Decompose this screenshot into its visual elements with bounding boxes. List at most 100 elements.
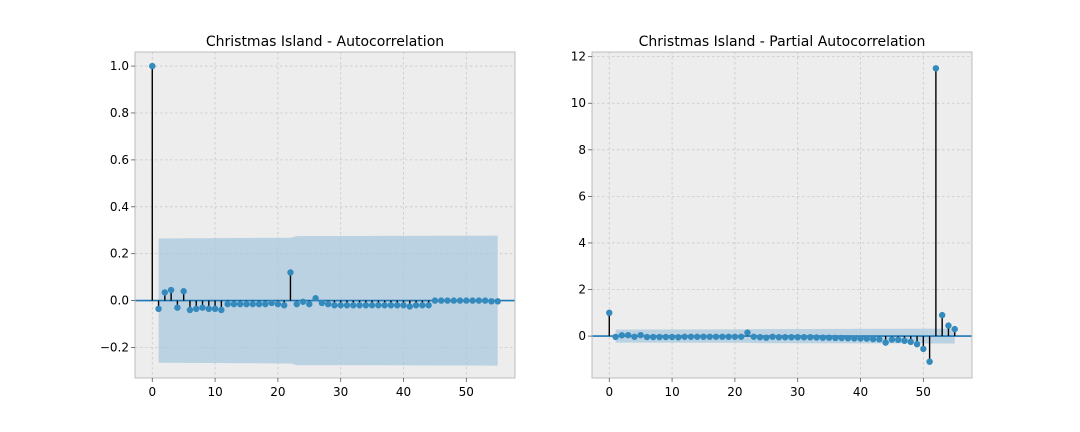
pacf-point xyxy=(945,322,952,329)
acf-point xyxy=(287,269,294,276)
acf-point xyxy=(494,298,501,305)
acf-point xyxy=(463,297,470,304)
pacf-point xyxy=(763,334,770,341)
pacf-point xyxy=(694,333,701,340)
pacf-plot-background xyxy=(592,52,972,378)
acf-point xyxy=(444,297,451,304)
pacf-point xyxy=(612,333,619,341)
acf-plot-frame xyxy=(134,51,516,379)
acf-x-tick-label: 10 xyxy=(207,385,222,399)
acf-point xyxy=(306,300,313,308)
pacf-point xyxy=(744,329,751,336)
acf-point xyxy=(193,305,200,313)
acf-y-tick-label: 0.2 xyxy=(110,247,129,261)
pacf-y-tick-label: 10 xyxy=(571,96,586,110)
pacf-point xyxy=(932,65,940,72)
pacf-point xyxy=(894,336,902,344)
pacf-point xyxy=(769,333,776,340)
acf-point xyxy=(412,302,420,309)
pacf-point xyxy=(869,335,877,343)
pacf-point xyxy=(618,332,626,339)
acf-y-tick-label: 0.4 xyxy=(110,200,129,214)
pacf-point xyxy=(851,335,858,342)
pacf-point xyxy=(794,334,801,341)
pacf-point xyxy=(863,335,870,342)
pacf-point xyxy=(838,334,845,342)
pacf-x-tick-label: 0 xyxy=(605,385,613,399)
pacf-point xyxy=(819,334,827,341)
acf-point xyxy=(362,302,370,309)
pacf-x-tick-label: 50 xyxy=(916,385,931,399)
acf-point xyxy=(387,302,395,309)
acf-point xyxy=(180,288,187,295)
acf-point xyxy=(406,303,413,310)
acf-point xyxy=(488,298,495,305)
acf-x-tick-label: 40 xyxy=(396,385,411,399)
pacf-point xyxy=(781,334,789,341)
acf-point xyxy=(280,302,288,309)
pacf-plot-area: 0 10 20 30 40 50 0 2 4 6 8 10 12 xyxy=(571,50,973,399)
pacf-point xyxy=(913,341,921,348)
pacf-y-tick-label: 8 xyxy=(578,143,586,157)
pacf-point xyxy=(731,333,739,340)
acf-point xyxy=(155,305,162,313)
pacf-point xyxy=(650,333,657,341)
pacf-x-tick-label: 20 xyxy=(727,385,742,399)
acf-point xyxy=(205,305,213,313)
acf-point xyxy=(199,304,206,311)
pacf-point xyxy=(807,334,814,341)
acf-point xyxy=(375,302,382,309)
acf-point xyxy=(243,300,250,308)
pacf-point xyxy=(700,333,707,340)
pacf-point xyxy=(750,333,757,340)
acf-point xyxy=(481,297,489,304)
pacf-y-tick-label: 2 xyxy=(578,283,586,297)
pacf-point xyxy=(675,334,682,341)
acf-point xyxy=(218,306,225,314)
pacf-point xyxy=(844,334,852,342)
acf-point xyxy=(237,300,244,308)
acf-y-tick-label: −0.2 xyxy=(100,341,129,355)
pacf-point xyxy=(857,335,864,342)
acf-point xyxy=(262,300,269,308)
pacf-y-tick-label: 0 xyxy=(578,329,586,343)
pacf-point xyxy=(681,333,688,340)
pacf-point xyxy=(825,334,833,341)
pacf-point xyxy=(907,338,914,346)
pacf-chart-title: Christmas Island - Partial Autocorrelati… xyxy=(639,34,926,50)
acf-x-tick-label: 20 xyxy=(270,385,285,399)
acf-x-tick-label: 30 xyxy=(333,385,348,399)
pacf-point xyxy=(920,345,927,353)
acf-point xyxy=(249,300,256,308)
pacf-point xyxy=(882,339,889,346)
acf-point xyxy=(356,302,363,309)
pacf-point xyxy=(712,333,720,340)
acf-point xyxy=(312,295,319,302)
pacf-point xyxy=(901,337,908,344)
acf-point xyxy=(450,297,457,304)
acf-chart: 0 10 20 30 40 50 −0.2 0.0 0.2 0.4 0.6 0.8 1.0 Christm… xyxy=(100,34,516,399)
acf-point xyxy=(224,300,231,308)
acf-point xyxy=(211,305,219,313)
pacf-point xyxy=(775,334,783,341)
pacf-y-tick-label: 12 xyxy=(571,50,586,64)
acf-point xyxy=(230,300,238,308)
pacf-x-tick-label: 10 xyxy=(664,385,679,399)
acf-point xyxy=(437,297,445,304)
pacf-point xyxy=(725,333,732,340)
pacf-point xyxy=(687,333,695,340)
acf-point xyxy=(456,297,464,304)
pacf-point xyxy=(756,334,764,341)
acf-point xyxy=(337,302,344,309)
acf-point xyxy=(186,306,194,314)
acf-point xyxy=(274,300,282,308)
pacf-point xyxy=(832,334,839,342)
pacf-plot-frame xyxy=(591,51,973,379)
pacf-point xyxy=(719,333,726,340)
acf-point xyxy=(400,302,407,309)
acf-point xyxy=(299,298,307,305)
pacf-point xyxy=(624,331,632,339)
pacf-point xyxy=(737,333,745,340)
acf-chart-title: Christmas Island - Autocorrelation xyxy=(206,34,444,50)
